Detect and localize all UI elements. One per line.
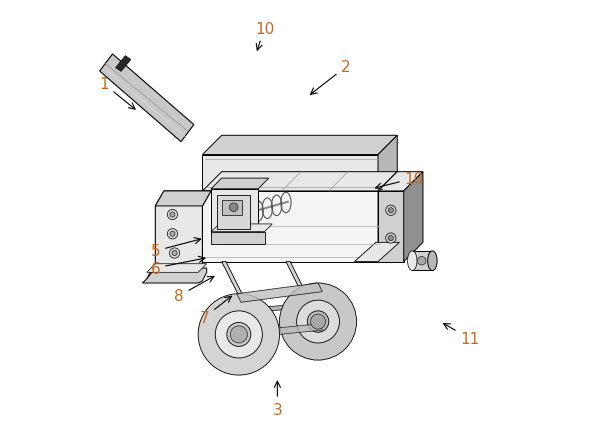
Polygon shape — [221, 262, 247, 305]
Polygon shape — [233, 303, 322, 314]
Circle shape — [167, 229, 178, 240]
Ellipse shape — [198, 294, 280, 375]
Polygon shape — [213, 324, 322, 341]
Polygon shape — [100, 55, 194, 142]
Ellipse shape — [215, 311, 262, 358]
Polygon shape — [378, 191, 403, 262]
Ellipse shape — [428, 251, 437, 271]
Polygon shape — [286, 262, 312, 305]
Polygon shape — [203, 155, 378, 191]
Text: 5: 5 — [151, 238, 201, 259]
Circle shape — [172, 251, 177, 256]
Polygon shape — [217, 196, 250, 230]
Ellipse shape — [230, 326, 247, 343]
Polygon shape — [211, 179, 269, 189]
Polygon shape — [237, 283, 322, 303]
Polygon shape — [115, 56, 131, 72]
Ellipse shape — [307, 311, 329, 332]
Circle shape — [418, 257, 426, 265]
Text: 1: 1 — [99, 77, 135, 110]
Circle shape — [388, 236, 393, 241]
Circle shape — [167, 210, 178, 220]
Polygon shape — [211, 224, 272, 232]
Polygon shape — [403, 172, 423, 262]
Circle shape — [170, 232, 175, 237]
Ellipse shape — [408, 251, 417, 271]
Circle shape — [388, 208, 393, 213]
Ellipse shape — [227, 322, 251, 347]
Text: 8: 8 — [174, 277, 214, 304]
Circle shape — [386, 206, 396, 216]
Text: 6: 6 — [150, 257, 205, 276]
Text: 11: 11 — [444, 324, 479, 347]
Polygon shape — [211, 232, 264, 245]
Polygon shape — [211, 189, 258, 234]
Circle shape — [170, 212, 175, 218]
Polygon shape — [147, 191, 211, 279]
Polygon shape — [203, 172, 397, 191]
Polygon shape — [355, 243, 399, 262]
Polygon shape — [203, 191, 378, 262]
Text: 10: 10 — [375, 171, 424, 190]
Polygon shape — [143, 268, 207, 283]
Text: 7: 7 — [200, 297, 231, 325]
Text: 3: 3 — [273, 381, 282, 417]
Ellipse shape — [280, 283, 356, 360]
Ellipse shape — [310, 314, 326, 329]
Ellipse shape — [297, 301, 339, 343]
Polygon shape — [155, 191, 211, 206]
Polygon shape — [412, 251, 432, 270]
Text: 10: 10 — [255, 22, 274, 51]
Polygon shape — [221, 200, 242, 216]
Polygon shape — [378, 172, 423, 191]
Polygon shape — [147, 264, 207, 273]
Polygon shape — [378, 172, 397, 262]
Circle shape — [386, 233, 396, 244]
Circle shape — [229, 203, 238, 212]
Polygon shape — [203, 136, 397, 155]
Polygon shape — [378, 136, 397, 191]
Circle shape — [170, 248, 180, 258]
Text: 2: 2 — [310, 60, 350, 95]
